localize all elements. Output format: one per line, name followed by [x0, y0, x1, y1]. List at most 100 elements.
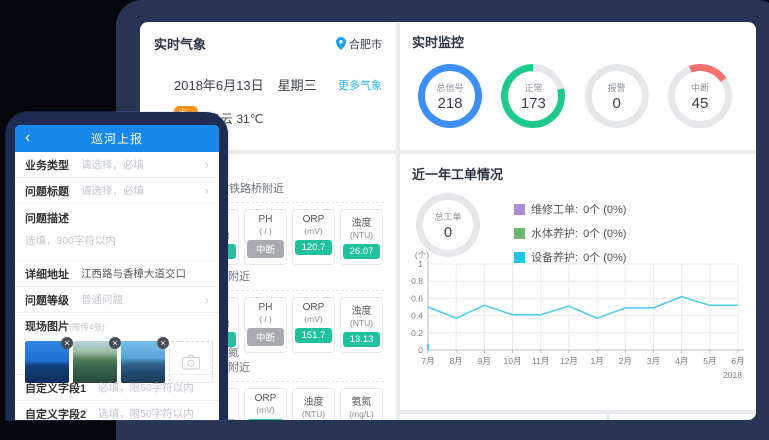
add-photo-button[interactable] — [169, 341, 213, 383]
metric-unit: (NTU) — [301, 409, 326, 419]
legend-count: 0个 (0%) — [583, 204, 627, 216]
photo-thumbnail[interactable]: × — [25, 337, 73, 383]
field-label: 问题等级 — [25, 294, 69, 307]
metric-unit: (mV) — [304, 314, 323, 324]
gauge-label: 总信号 — [436, 82, 464, 93]
metric-unit: (NTU) — [349, 318, 374, 328]
back-icon[interactable]: ‹ — [25, 129, 31, 146]
divider — [196, 202, 384, 203]
metric-card: ORP (mV) 151.7 — [292, 297, 335, 353]
svg-text:0.8: 0.8 — [411, 276, 423, 286]
legend-label: 设备养护: — [531, 252, 579, 264]
orders-line-chart: 0 0.2 0.4 0.6 0.8 1 7月 8月 9月 10月 11月 12月 1月 2月 3月 4月 5月 6… — [402, 250, 746, 410]
divider — [196, 381, 384, 382]
station-name-line: 氮 — [228, 347, 239, 359]
metric-label: ORP — [302, 214, 325, 225]
gauge-value: 45 — [691, 94, 709, 112]
metric-label: 氨氮 — [351, 397, 372, 408]
metric-card: 氨氮 (mg/L) 2.47 — [340, 388, 383, 420]
field-label: 详细地址 — [25, 268, 69, 281]
svg-text:11月: 11月 — [532, 356, 549, 366]
gauge-label: 正常 — [524, 82, 543, 93]
field-placeholder: 必填，限50字符以内 — [98, 382, 194, 394]
problem-level-row[interactable]: 问题等级 普通问题 › — [15, 287, 219, 313]
divider — [196, 290, 384, 291]
field-value: 江西路与香樟大道交口 — [81, 268, 186, 280]
custom-field-1-row[interactable]: 自定义字段1 必填，限50字符以内 — [15, 375, 219, 401]
photo-thumbnail[interactable]: × — [121, 337, 169, 383]
metric-value-badge: 中断 — [247, 328, 284, 346]
problem-title-row[interactable]: 问题标题 请选择，必填 › — [15, 178, 219, 204]
remove-photo-icon[interactable]: × — [61, 337, 73, 349]
legend-count: 0个 (0%) — [583, 228, 627, 240]
legend-label: 维修工单: — [531, 204, 579, 216]
svg-text:0.2: 0.2 — [411, 328, 423, 338]
field-label: 业务类型 — [25, 159, 69, 172]
metric-label: PH — [258, 214, 273, 225]
svg-text:4月: 4月 — [675, 356, 688, 366]
address-row[interactable]: 详细地址 江西路与香樟大道交口 — [15, 261, 219, 287]
gauge-value: 218 — [437, 94, 463, 112]
svg-text:1月: 1月 — [590, 356, 603, 366]
metric-unit: (mV) — [304, 226, 323, 236]
location-pin-icon — [336, 37, 346, 50]
svg-text:0.4: 0.4 — [411, 311, 423, 321]
gauge-total-signal: 总信号 218 — [418, 64, 482, 128]
gauge-label: 中断 — [690, 82, 709, 93]
problem-description-field[interactable]: 问题描述 选填，300字符以内 — [15, 204, 219, 261]
svg-text:12月: 12月 — [560, 356, 578, 366]
field-label: 现场图片 — [25, 321, 69, 333]
photo-thumbnail[interactable]: × — [73, 337, 121, 383]
svg-text:2月: 2月 — [619, 356, 632, 366]
metric-label: 浊度 — [303, 397, 324, 408]
legend-item: 设备养护: 0个 (0%) — [514, 249, 626, 265]
camera-icon — [182, 355, 200, 370]
phone-page-title: 巡河上报 — [90, 132, 143, 146]
gauge-label: 报警 — [607, 82, 626, 93]
svg-text:0: 0 — [418, 345, 423, 355]
field-label: 问题标题 — [25, 185, 69, 198]
metric-value-badge: 151.7 — [295, 328, 332, 343]
weekday: 星期三 — [277, 78, 317, 93]
field-placeholder: 选填，限50字符以内 — [98, 408, 194, 420]
bottom-panel-stub — [400, 414, 606, 420]
remove-photo-icon[interactable]: × — [157, 337, 169, 349]
gauge-row: 总信号 218 正常 173 报警 0 中断 45 — [400, 51, 756, 128]
date: 2018年6月13日 — [174, 78, 264, 93]
legend-swatch — [514, 251, 525, 263]
metric-label: 浊度 — [351, 218, 372, 229]
gauge-interrupted: 中断 45 — [667, 64, 732, 128]
field-label: 自定义字段2 — [25, 408, 87, 421]
weather-panel-title: 实时气象 — [154, 37, 207, 52]
svg-text:(个): (个) — [415, 250, 429, 260]
date-text: 2018年6月13日 星期三 — [174, 75, 317, 95]
field-placeholder: 请选择，必填 — [81, 185, 144, 197]
location-chip: 合肥市 — [336, 36, 382, 52]
phone-frame: ‹ 巡河上报 业务类型 请选择，必填 › 问题标题 请选择，必填 › 问题描述 … — [6, 112, 228, 420]
business-type-row[interactable]: 业务类型 请选择，必填 › — [15, 152, 219, 178]
metric-value-badge: 26.07 — [343, 244, 380, 259]
gauge-label: 总工单 — [434, 211, 462, 222]
phone-screen: ‹ 巡河上报 业务类型 请选择，必填 › 问题标题 请选择，必填 › 问题描述 … — [15, 125, 219, 420]
more-weather-link[interactable]: 更多气象 — [338, 80, 382, 92]
temperature-label: 31℃ — [236, 111, 264, 126]
metric-card: 浊度 (NTU) 13.86 — [292, 388, 335, 420]
work-orders-panel: 近一年工单情况 总工单 0 维修工单: 0个 (0%) 水体养 — [400, 154, 756, 410]
station-name-line: 附近 — [228, 362, 250, 374]
city-label: 合肥市 — [349, 38, 382, 51]
metric-value-badge: 13.13 — [343, 332, 380, 347]
gauge-value: 0 — [612, 94, 621, 112]
gauge-value: 0 — [443, 223, 453, 241]
custom-field-2-row[interactable]: 自定义字段2 选填，限50字符以内 — [15, 401, 219, 420]
svg-text:5月: 5月 — [703, 356, 716, 366]
remove-photo-icon[interactable]: × — [109, 337, 121, 349]
metric-card: 浊度 (NTU) 13.13 — [340, 297, 383, 353]
metric-unit: ( / ) — [259, 226, 272, 236]
gauge-value: 173 — [520, 94, 546, 112]
photos-label-row: 现场图片(限传4张) — [25, 318, 213, 334]
legend-swatch — [514, 203, 525, 215]
field-label: 问题描述 — [25, 213, 69, 225]
metric-card: PH ( / ) 中断 — [244, 297, 287, 353]
